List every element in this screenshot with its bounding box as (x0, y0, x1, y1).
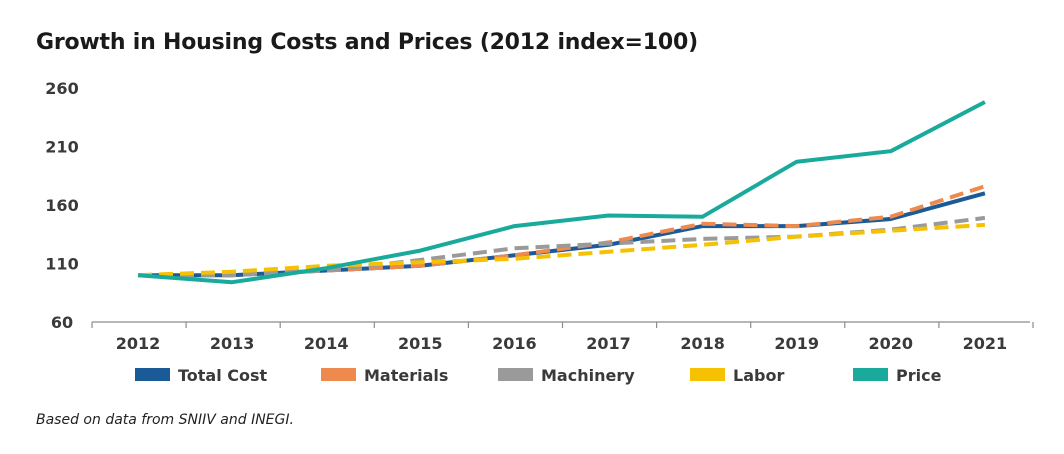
x-tick-label: 2017 (586, 334, 631, 353)
legend-label-price: Price (896, 366, 942, 385)
x-tick-label: 2018 (680, 334, 725, 353)
x-tick-label: 2020 (869, 334, 914, 353)
x-tick-label: 2016 (492, 334, 537, 353)
source-note: Based on data from SNIIV and INEGI. (36, 412, 294, 428)
y-tick-label: 110 (45, 255, 78, 274)
y-tick-label: 160 (45, 196, 78, 215)
x-tick-label: 2021 (963, 334, 1008, 353)
x-tick-label: 2015 (398, 334, 443, 353)
series-line-machinery (138, 215, 986, 278)
series-lines (137, 100, 986, 285)
series-line-price (137, 100, 986, 285)
series-line-materials (137, 184, 986, 278)
legend-swatch-labor (690, 368, 725, 381)
legend-label-total-cost: Total Cost (178, 366, 268, 385)
x-tick-label: 2012 (116, 334, 161, 353)
axes: 2012 2013 2014 2015 2016 2017 2018 2019 2020 2021… (45, 79, 1034, 353)
x-tick-label: 2013 (210, 334, 255, 353)
legend-label-labor: Labor (733, 366, 784, 385)
x-tick-label: 2019 (774, 334, 819, 353)
legend-label-machinery: Machinery (541, 366, 635, 385)
legend-swatch-price (853, 368, 888, 381)
legend-label-materials: Materials (364, 366, 448, 385)
legend: Total Cost Materials Machinery Labor Price (135, 366, 942, 385)
legend-swatch-total-cost (135, 368, 170, 381)
y-tick-label: 60 (51, 313, 73, 332)
chart-title: Growth in Housing Costs and Prices (2012… (36, 30, 698, 55)
legend-swatch-materials (321, 368, 356, 381)
legend-swatch-machinery (498, 368, 533, 381)
y-tick-label: 260 (45, 79, 78, 98)
series-line-labor (137, 222, 986, 278)
y-tick-label: 210 (45, 138, 78, 157)
x-tick-label: 2014 (304, 334, 349, 353)
